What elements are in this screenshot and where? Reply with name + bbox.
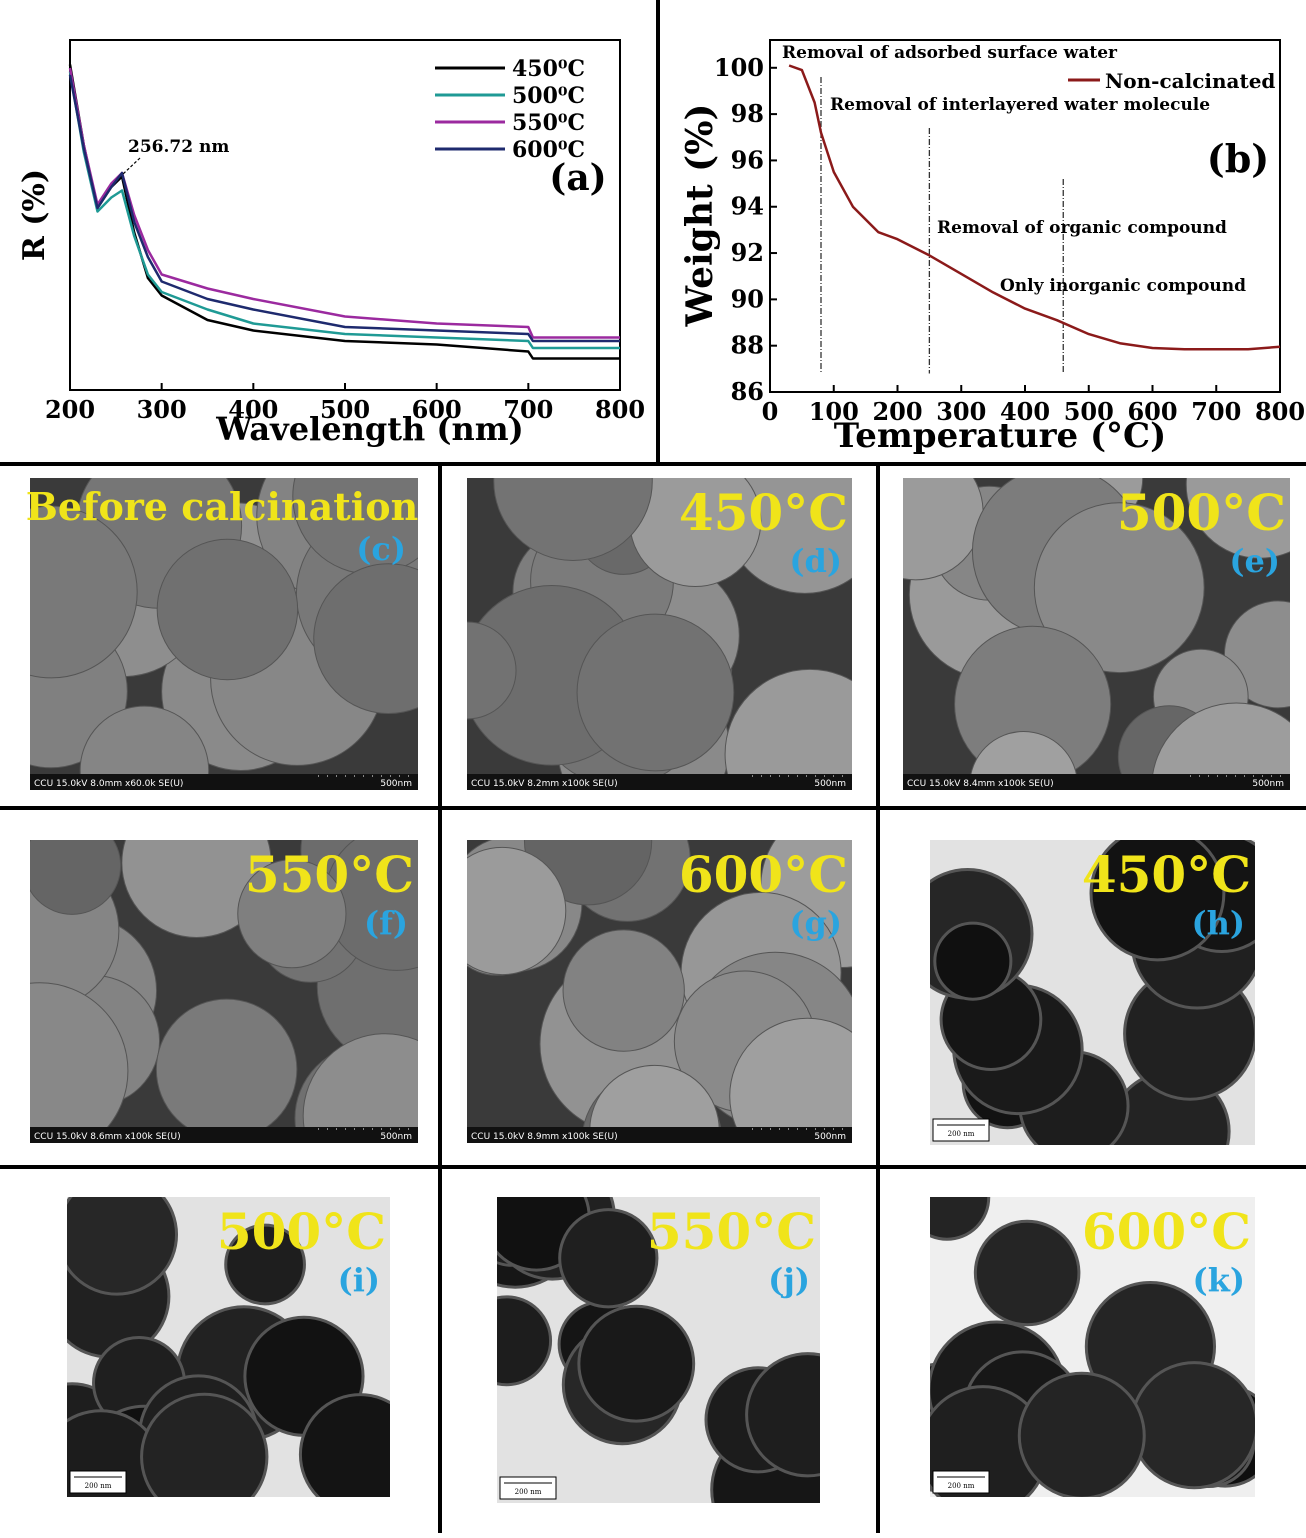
y-axis-label: R (%) [17,169,52,261]
particle [156,999,297,1140]
panel-letter: (e) [1229,542,1280,580]
x-tick-label: 700 [1191,397,1241,426]
panel-letter: (c) [356,530,406,568]
legend-label: 550⁰C [512,110,585,136]
legend-label: Non-calcinated [1105,69,1275,93]
panel-title: 550°C [647,1202,816,1261]
particle [577,614,734,771]
annotation: Only inorganic compound [1000,276,1246,296]
y-tick-label: 94 [731,192,764,221]
legend-label: 500⁰C [512,83,585,109]
panel-letter: (h) [1191,904,1245,942]
panel-title: 550°C [245,845,414,904]
annotation: Removal of interlayered water molecule [830,95,1210,115]
particle [935,923,1011,999]
scale-text: 500nm [814,779,846,789]
scale-text: 200 nm [948,1482,975,1490]
annotation: 256.72 nm [128,137,229,157]
panel-title: 600°C [1082,1202,1251,1261]
scale-text: 200 nm [515,1488,542,1496]
panel-letter: (g) [789,904,842,942]
panel-label: (b) [1207,136,1270,181]
panel-title: 450°C [679,483,848,542]
info-text: CCU 15.0kV 8.2mm x100k SE(U) [471,779,618,789]
panel-label: (a) [549,157,606,199]
x-tick-label: 300 [137,395,187,424]
x-tick-label: 800 [595,395,645,424]
figure: 200300400500600700800450⁰C500⁰C550⁰C600⁰… [0,0,1306,1533]
y-tick-label: 92 [731,238,764,267]
x-tick-label: 0 [762,397,779,426]
y-tick-label: 88 [731,331,764,360]
info-text: CCU 15.0kV 8.6mm x100k SE(U) [34,1132,181,1142]
panel-letter: (k) [1193,1261,1245,1299]
x-axis-label: Temperature (°C) [834,416,1166,456]
particle [563,930,684,1051]
particle [157,539,297,679]
panel-title: 500°C [1117,483,1286,542]
info-text: CCU 15.0kV 8.9mm x100k SE(U) [471,1132,618,1142]
info-text: CCU 15.0kV 8.4mm x100k SE(U) [907,779,1054,789]
annotation: Removal of adsorbed surface water [782,43,1118,63]
y-tick-label: 90 [731,284,764,313]
annotation: Removal of organic compound [937,218,1227,238]
y-axis-label: Weight (%) [679,104,721,328]
x-tick-label: 800 [1255,397,1305,426]
micrograph: CCU 15.0kV 8.0mm x60.0k SE(U) 500nm [0,418,468,834]
panel-title: 500°C [217,1202,386,1261]
particle [975,1221,1079,1325]
panel-title: Before calcination [26,484,418,529]
y-tick-label: 86 [731,377,764,406]
panel-title: 600°C [679,845,848,904]
particle [560,1210,657,1307]
x-axis-label: Wavelength (nm) [215,410,524,448]
particle [1132,1363,1257,1488]
panel-letter: (j) [768,1261,810,1299]
legend-label: 450⁰C [512,56,585,82]
scale-text: 500nm [1252,779,1284,789]
particle [579,1306,694,1421]
scale-text: 500nm [380,779,412,789]
scale-text: 200 nm [948,1130,975,1138]
scale-text: 500nm [814,1132,846,1142]
particle [1019,1373,1144,1498]
panel-letter: (f) [364,904,408,942]
x-tick-label: 200 [45,395,95,424]
info-text: CCU 15.0kV 8.0mm x60.0k SE(U) [34,779,183,789]
scale-text: 200 nm [85,1482,112,1490]
y-tick-label: 98 [731,99,764,128]
panel-letter: (d) [789,542,842,580]
scale-text: 500nm [380,1132,412,1142]
y-tick-label: 100 [714,53,764,82]
panel-letter: (i) [338,1261,380,1299]
panel-title: 450°C [1082,845,1251,904]
y-tick-label: 96 [731,145,764,174]
